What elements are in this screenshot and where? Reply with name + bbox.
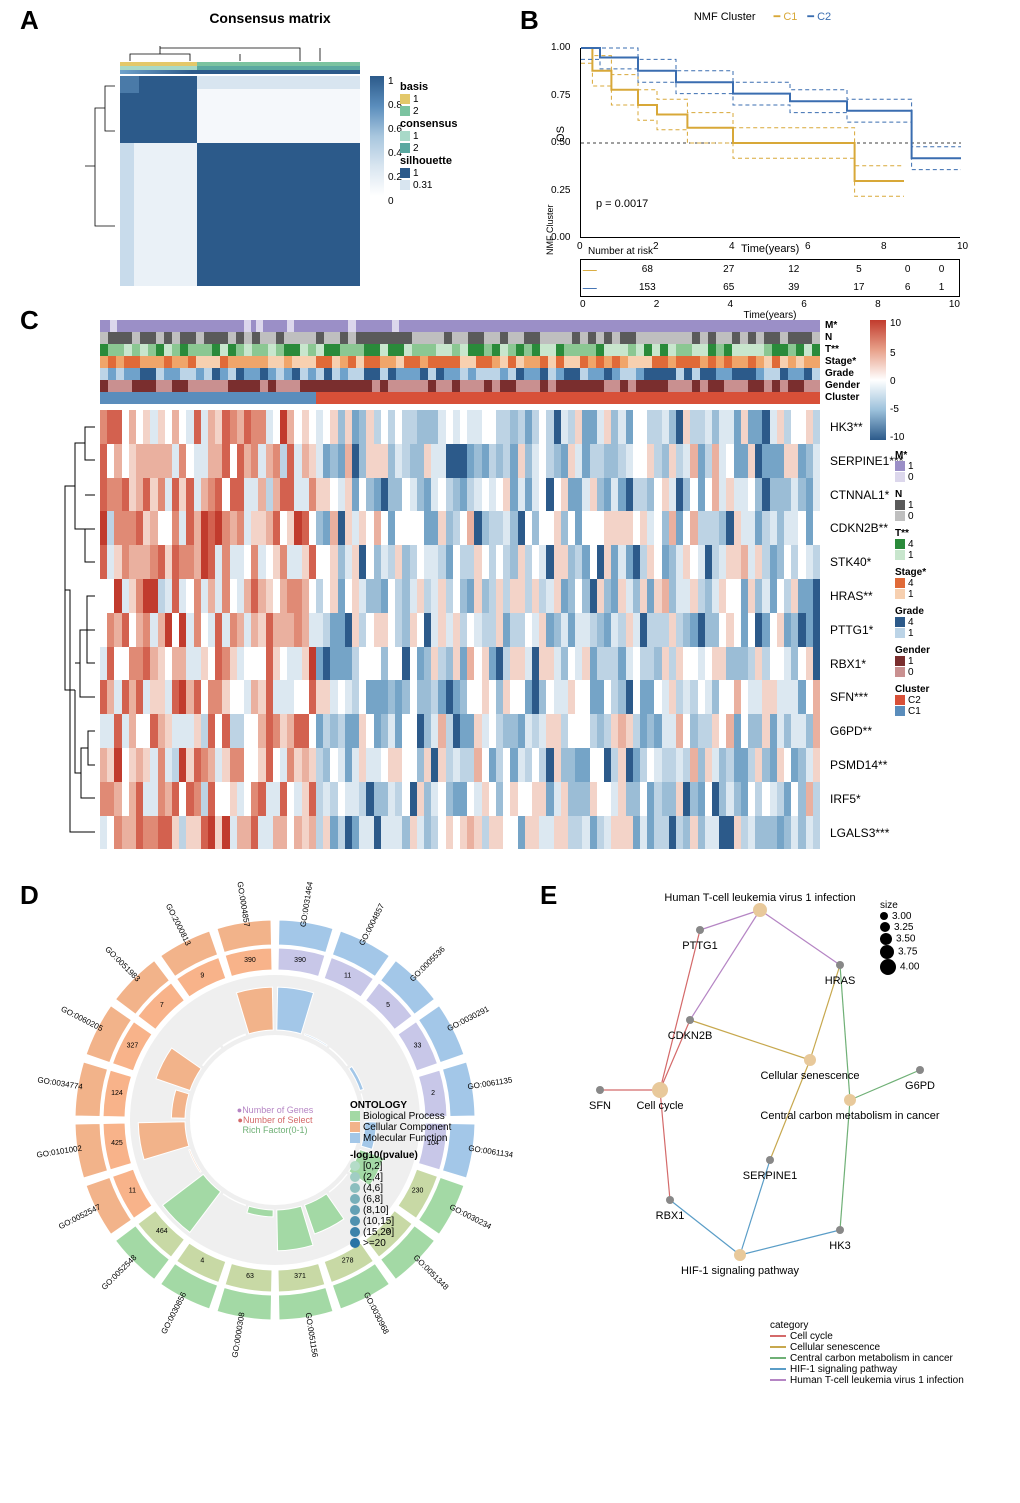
panel-c-expression-heatmap: M*NT**Stage*GradeGenderCluster HK3**SERP… [20,310,1000,860]
pvalue-text: p = 0.0017 [596,198,648,210]
gene-label: HK3** [830,420,863,434]
svg-text:278: 278 [342,1258,354,1265]
svg-text:GO:0005536: GO:0005536 [408,944,447,983]
category-legend: categoryCell cycleCellular senescenceCen… [770,1320,964,1386]
colorbar-c [870,320,886,440]
svg-text:GO:0051983: GO:0051983 [103,945,142,984]
svg-text:GO:0061134: GO:0061134 [468,1144,515,1160]
gene-label: IRF5* [830,792,861,806]
gene-label: PSMD14** [830,758,887,772]
consensus-heatmap [120,76,360,286]
km-legend: NMF Cluster ━ C1━ C2 [540,10,990,23]
expression-heatmap [100,410,820,850]
consensus-title: Consensus matrix [40,10,500,26]
svg-text:GO:0034774: GO:0034774 [37,1075,84,1091]
svg-text:GO:0031464: GO:0031464 [299,880,315,927]
legend-a: basis12consensus12silhouette10.31 [400,81,457,192]
svg-text:425: 425 [111,1140,123,1147]
gene-label: CTNNAL1* [830,488,889,502]
svg-text:GO:0052548: GO:0052548 [100,1253,139,1292]
gene-label: CDKN2B** [830,521,888,535]
legend-d: ONTOLOGYBiological ProcessCellular Compo… [350,1100,451,1249]
svg-text:GO:0030234: GO:0030234 [448,1202,493,1231]
svg-text:GO:0004857: GO:0004857 [235,881,251,928]
km-plot-area: OS Time(years) p = 0.0017 0.000.250.500.… [580,48,960,238]
gene-label: SERPINE1*** [830,454,903,468]
gene-label: HRAS** [830,589,873,603]
svg-text:GO:0030856: GO:0030856 [159,1290,188,1335]
gene-label: G6PD** [830,724,872,738]
figure-root: A B C D E Consensus matrix 10.8 [0,0,1020,1503]
svg-text:GO:0061135: GO:0061135 [467,1075,514,1091]
svg-text:GO:0030968: GO:0030968 [362,1291,391,1336]
svg-text:11: 11 [129,1188,136,1195]
nmf-cluster-label: NMF Cluster [545,204,555,255]
svg-text:33: 33 [414,1042,422,1049]
gene-label: SFN*** [830,690,868,704]
svg-text:371: 371 [294,1273,306,1280]
dendrogram-c-icon [45,410,95,850]
panel-e-network: PTTG1HRASCDKN2BG6PDSFNSERPINE1RBX1HK3Hum… [560,890,1000,1470]
gene-label: STK40* [830,555,871,569]
svg-text:GO:0000308: GO:0000308 [230,1311,246,1358]
dendrogram-left-icon [80,76,115,286]
panel-d-go-circos: GO:0031464390GO:000485711GO:00055365GO:0… [20,890,530,1470]
size-legend: size3.003.253.503.754.00 [880,900,919,975]
svg-text:4: 4 [200,1258,204,1265]
panel-a-consensus-matrix: Consensus matrix 10.80.60.40.20 basis12c… [40,10,500,290]
svg-text:5: 5 [386,1002,390,1009]
panel-label-e: E [540,880,557,911]
svg-text:GO:0052547: GO:0052547 [57,1202,102,1231]
svg-text:GO:0051348: GO:0051348 [412,1253,451,1292]
panel-label-b: B [520,5,539,36]
center-labels: ●Number of Genes ●Number of Select Rich … [205,1105,345,1135]
svg-text:GO:0060205: GO:0060205 [59,1004,104,1033]
gene-label: PTTG1* [830,623,873,637]
svg-text:9: 9 [200,972,204,979]
panel-label-a: A [20,5,39,36]
svg-text:390: 390 [244,957,256,964]
svg-text:GO:0051156: GO:0051156 [304,1312,320,1359]
svg-text:GO:0030291: GO:0030291 [446,1004,491,1033]
svg-text:11: 11 [344,972,351,979]
panel-b-km-plot: NMF Cluster ━ C1━ C2 OS Time(years) p = … [540,10,990,300]
legend-c: M*10N10T**41Stage*41Grade41Gender10Clust… [895,450,930,723]
dendrogram-top-icon [120,46,360,61]
svg-text:GO:0101002: GO:0101002 [36,1144,83,1160]
svg-text:327: 327 [127,1042,139,1049]
svg-text:124: 124 [111,1090,123,1097]
svg-text:2: 2 [431,1090,435,1097]
gene-label: LGALS3*** [830,826,889,840]
annotation-tracks [100,320,820,404]
svg-text:464: 464 [156,1228,168,1235]
svg-text:GO:2000813: GO:2000813 [164,902,193,947]
colorbar-a [370,76,384,196]
gene-label: RBX1* [830,657,866,671]
svg-text:GO:0004857: GO:0004857 [357,902,386,947]
svg-text:63: 63 [246,1273,254,1280]
annot-a [120,62,360,74]
svg-text:390: 390 [294,957,306,964]
svg-text:7: 7 [160,1002,164,1009]
x-axis-label: Time(years) [741,243,799,255]
